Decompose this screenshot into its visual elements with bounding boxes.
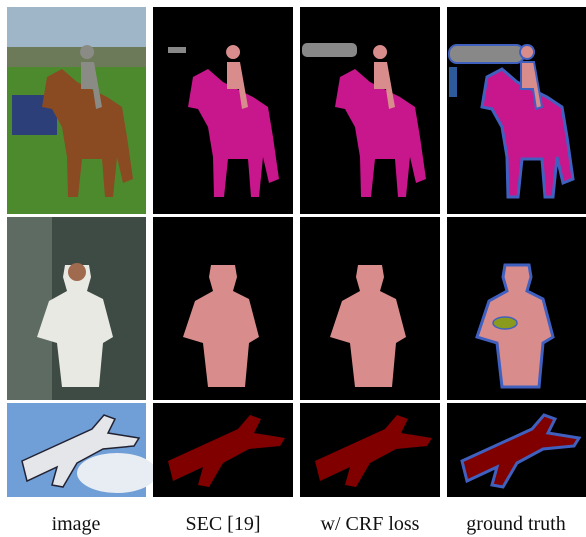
mask-gt	[447, 217, 586, 400]
mask-crf	[300, 403, 440, 497]
mask-crf	[300, 217, 440, 400]
caption: ground truth	[466, 513, 565, 535]
caption: image	[52, 513, 101, 535]
row-person	[7, 217, 586, 400]
photo	[7, 217, 146, 400]
mask-gt	[447, 403, 586, 497]
caption: SEC [19]	[186, 513, 261, 535]
photo	[7, 7, 146, 214]
photo	[7, 403, 157, 497]
row-plane	[7, 403, 586, 497]
caption: w/ CRF loss	[321, 513, 420, 535]
mask-sec	[153, 217, 293, 400]
mask-crf	[300, 7, 440, 214]
row-horse	[7, 7, 586, 214]
mask-sec	[153, 7, 293, 214]
mask-gt	[447, 7, 586, 214]
mask-sec	[153, 403, 293, 497]
